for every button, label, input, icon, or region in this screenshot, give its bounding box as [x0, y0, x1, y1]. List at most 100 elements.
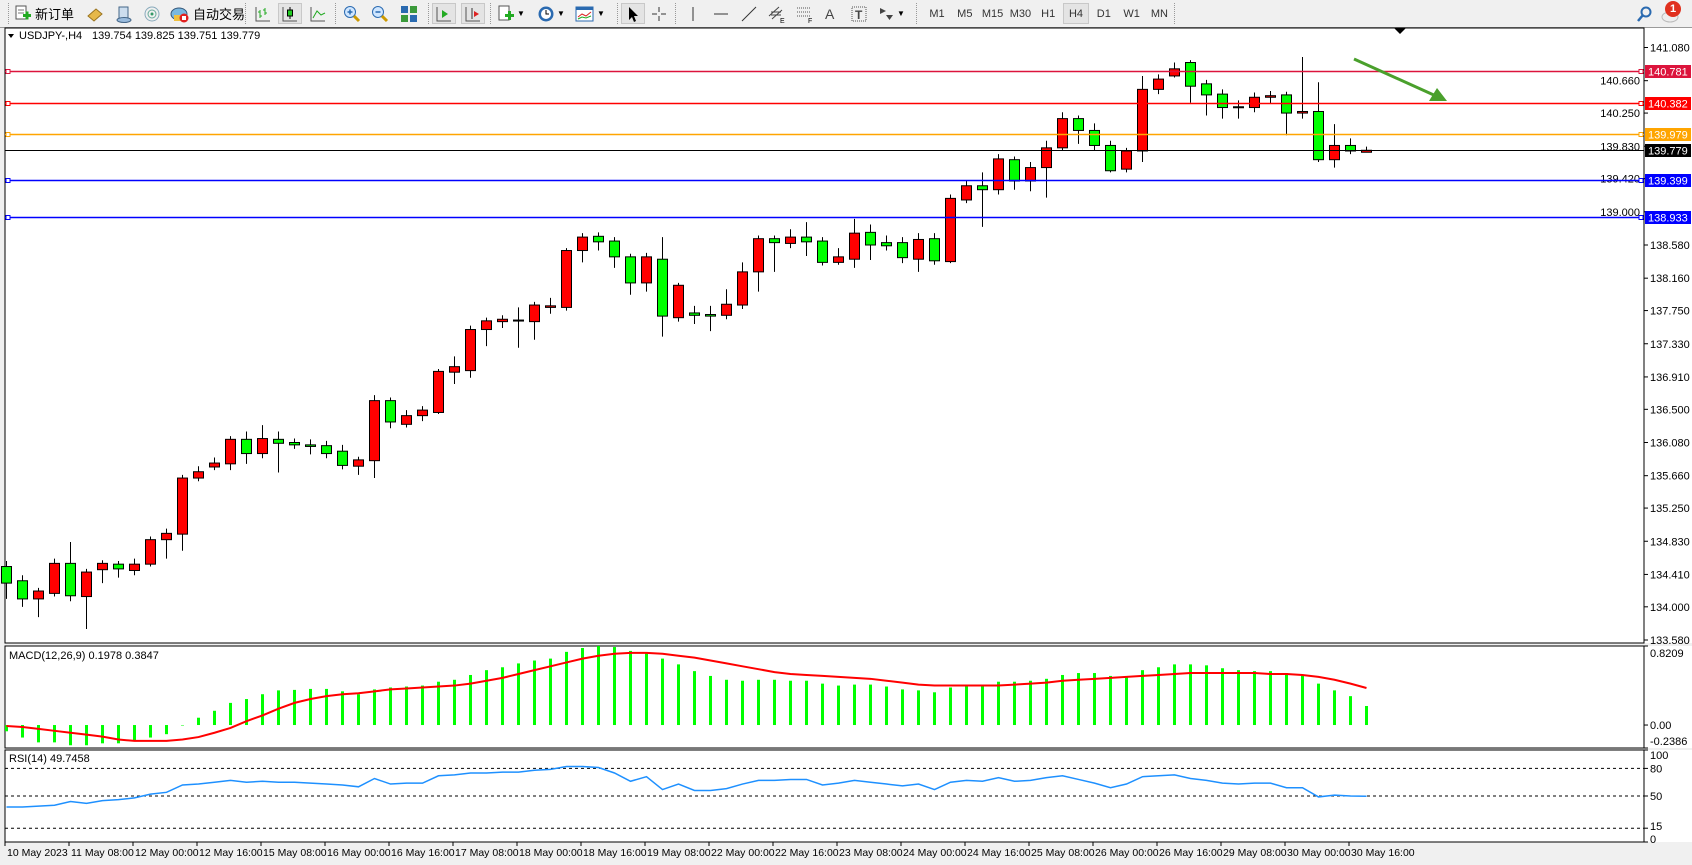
- candle-body: [481, 320, 492, 331]
- text-label-button[interactable]: T: [850, 3, 868, 24]
- zoom-out-button[interactable]: [371, 3, 389, 24]
- timeframe-mn[interactable]: MN: [1150, 7, 1168, 20]
- macd-histogram-bar: [1013, 681, 1016, 726]
- rsi-tick-label: 100: [1650, 750, 1668, 762]
- candle: [401, 410, 412, 428]
- horizontal-line-handle[interactable]: [1638, 101, 1644, 106]
- history-center-button[interactable]: [86, 3, 104, 24]
- periods-button[interactable]: ▼: [537, 3, 565, 24]
- macd-histogram-bar: [1061, 674, 1064, 726]
- horizontal-line-handle[interactable]: [1638, 178, 1644, 183]
- macd-histogram-bar: [933, 692, 936, 726]
- candle: [257, 425, 268, 459]
- chart-shift-marker-icon[interactable]: [1394, 28, 1406, 34]
- timeframe-d1[interactable]: D1: [1096, 7, 1111, 20]
- horizontal-line-handle[interactable]: [1638, 215, 1644, 220]
- macd-histogram-bar: [437, 681, 440, 726]
- macd-histogram-bar: [965, 685, 968, 726]
- timeframe-m15[interactable]: M15: [981, 7, 1004, 20]
- macd-area[interactable]: [4, 645, 1645, 749]
- crosshair-button[interactable]: [650, 3, 668, 24]
- price-tick-label-backing: [1598, 140, 1640, 153]
- line-chart-button[interactable]: [309, 3, 327, 24]
- candle-body: [97, 562, 108, 571]
- macd-histogram-bar: [1253, 671, 1256, 726]
- horizontal-line-price-box: [1645, 211, 1691, 224]
- horizontal-line-handle[interactable]: [5, 132, 11, 137]
- tile-windows-button[interactable]: [400, 3, 418, 24]
- horizontal-line-handle[interactable]: [5, 215, 11, 220]
- candle: [545, 297, 556, 314]
- macd-histogram-bar: [869, 684, 872, 726]
- price-tick-label: 134.000: [1650, 602, 1690, 614]
- candle-body: [945, 197, 956, 263]
- horizontal-line-handle[interactable]: [5, 101, 11, 106]
- candle-body: [705, 314, 716, 317]
- toolbar-separator: [490, 3, 493, 24]
- contact-button[interactable]: [115, 3, 133, 24]
- timeframe-h4[interactable]: H4: [1063, 3, 1089, 24]
- time-axis: 10 May 2023 11 May 08:00 12 May 00:00 12 Ma…: [4, 842, 1415, 859]
- rsi-axis: [1644, 750, 1692, 842]
- macd-histogram-bar: [165, 725, 168, 735]
- price-tick-label: 139.000: [1600, 207, 1640, 219]
- macd-histogram-bar: [821, 683, 824, 726]
- candle: [577, 233, 588, 263]
- candle-body: [385, 400, 396, 423]
- horizontal-line-icon: [714, 13, 728, 14]
- timeframe-m1[interactable]: M1: [929, 7, 945, 20]
- chart-window-menu-icon[interactable]: [8, 34, 14, 38]
- candlestick-button[interactable]: [278, 3, 302, 24]
- timeframe-m30[interactable]: M30: [1009, 7, 1032, 20]
- auto-trading-icon: [170, 7, 189, 22]
- timeframe-m5[interactable]: M5: [957, 7, 973, 20]
- text-button[interactable]: A: [825, 3, 834, 24]
- macd-histogram-bar: [533, 660, 536, 726]
- candle-body: [1217, 93, 1228, 109]
- macd-histogram-bar: [213, 710, 216, 726]
- macd-histogram-bar: [565, 651, 568, 726]
- history-center-icon: [87, 7, 103, 22]
- auto-scroll-button[interactable]: [432, 3, 456, 24]
- horizontal-line-handle[interactable]: [1638, 69, 1644, 74]
- chart-shift-button[interactable]: [461, 3, 485, 24]
- time-tick-label: 15 May 08:00: [263, 847, 327, 859]
- rsi-area[interactable]: [4, 749, 1645, 843]
- toolbar-separator: [245, 3, 248, 24]
- candle: [1121, 147, 1132, 173]
- vertical-line-button[interactable]: [684, 3, 702, 24]
- bar-chart-button[interactable]: [254, 3, 272, 24]
- candle: [993, 154, 1004, 195]
- timeframe-w1[interactable]: W1: [1123, 7, 1140, 20]
- fibonacci-button[interactable]: F: [795, 3, 815, 24]
- timeframe-h1[interactable]: H1: [1041, 7, 1056, 20]
- annotation-arrow[interactable]: [1353, 57, 1437, 98]
- zoom-in-button[interactable]: [343, 3, 361, 24]
- candle-body: [1137, 88, 1148, 152]
- candle-body: [433, 370, 444, 413]
- candle: [465, 325, 476, 378]
- horizontal-line-handle[interactable]: [5, 178, 11, 183]
- macd-histogram-bar: [997, 681, 1000, 726]
- price-chart-area[interactable]: [4, 27, 1645, 644]
- cursor-button[interactable]: [621, 3, 645, 24]
- auto-trading-button[interactable]: 自动交易: [170, 3, 245, 24]
- tile-windows-icon: [401, 5, 417, 22]
- horizontal-line-handle[interactable]: [1638, 132, 1644, 137]
- new-order-button[interactable]: 新订单: [14, 3, 74, 24]
- signals-button[interactable]: [143, 3, 161, 24]
- time-tick-label: 29 May 08:00: [1223, 847, 1287, 859]
- candle: [1201, 79, 1212, 116]
- trendline-button[interactable]: [740, 3, 758, 24]
- indicators-button[interactable]: ▼: [497, 3, 525, 24]
- macd-histogram-bar: [149, 725, 152, 738]
- search-button[interactable]: [1636, 3, 1654, 24]
- templates-button[interactable]: ▼: [575, 3, 605, 24]
- notification-badge[interactable]: 1: [1665, 1, 1681, 17]
- macd-histogram-bar: [1125, 676, 1128, 726]
- horizontal-line-button[interactable]: [712, 3, 730, 24]
- horizontal-line-handle[interactable]: [5, 69, 11, 74]
- arrows-button[interactable]: ▼: [877, 3, 905, 24]
- equidistant-channel-button[interactable]: E: [767, 3, 787, 24]
